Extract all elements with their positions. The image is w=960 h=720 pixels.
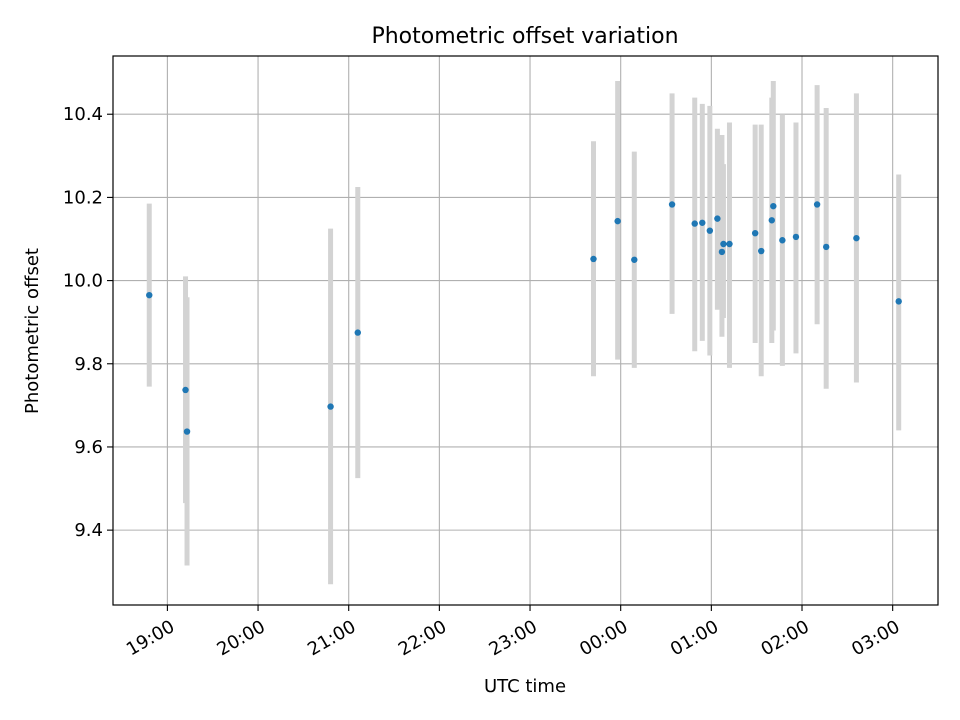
y-tick-label: 9.6 [74,437,103,458]
data-point [668,201,676,208]
x-axis-label: UTC time [484,676,566,697]
data-point [614,217,621,225]
y-axis-label: Photometric offset [22,248,43,414]
chart-title: Photometric offset variation [371,24,678,49]
data-point [720,240,727,248]
data-point [792,233,800,241]
data-point [354,329,361,336]
data-point [699,219,706,226]
data-point [590,255,597,263]
error-bars [146,80,902,585]
data-point [895,298,902,305]
data-point [182,386,189,394]
data-point [853,234,860,242]
data-point [770,202,777,210]
x-tick-label: 03:00 [848,616,903,660]
data-point [822,243,830,251]
data-point [146,291,153,299]
x-tick-label: 02:00 [757,616,812,660]
grid-lines [113,56,938,605]
data-point [718,248,726,256]
data-point [779,237,786,244]
data-point [726,240,733,248]
data-point [183,428,191,435]
x-tick-label: 22:00 [395,616,450,660]
y-tick-label: 9.4 [74,520,103,541]
x-tick-label: 19:00 [123,616,178,660]
y-tick-label: 10.2 [63,187,103,208]
x-tick-label: 23:00 [486,616,541,660]
data-point [768,217,775,224]
data-point [691,220,698,227]
data-point [758,247,765,255]
data-points [146,201,902,435]
plot-frame [112,55,939,606]
data-point [813,201,821,208]
data-point [631,256,638,263]
data-point [327,403,334,410]
x-tick-label: 00:00 [576,616,631,660]
x-tick-label: 21:00 [304,616,359,660]
y-tick-label: 10.4 [63,104,103,125]
data-point [751,229,759,237]
x-tick-label: 20:00 [214,616,269,660]
x-tick-label: 01:00 [667,616,722,660]
data-point [714,215,721,222]
y-tick-label: 9.8 [74,354,103,375]
data-point [706,227,714,234]
y-tick-label: 10.0 [63,271,103,292]
